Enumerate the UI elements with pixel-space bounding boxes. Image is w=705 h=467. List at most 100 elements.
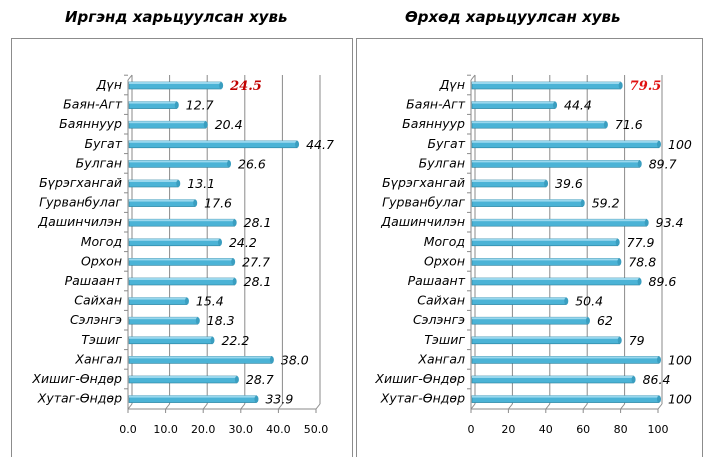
data-label: 39.6: [555, 176, 583, 191]
axis-depth: [470, 74, 476, 81]
axis-depth: [127, 74, 133, 81]
right-chart-panel: 0 20 40 60 80 100 Дүн 79.5 Баян-Агт 44.4 Баяннуур 7…: [356, 38, 703, 457]
bar-cap: [617, 258, 622, 266]
bar-highlight: [129, 258, 234, 261]
data-label: 18.3: [207, 313, 235, 328]
data-label: 24.2: [229, 235, 257, 250]
x-tick-label: 30.0: [229, 423, 254, 436]
bar-highlight: [472, 395, 659, 398]
bar-highlight: [129, 297, 187, 300]
bar-highlight: [472, 258, 620, 261]
x-tick-label: 10.0: [153, 423, 178, 436]
category-label: Хишиг-Өндөр: [374, 371, 465, 386]
x-tick-label: 40: [539, 423, 553, 436]
x-tick-label: 0.0: [119, 423, 137, 436]
bar-highlight: [472, 140, 659, 143]
category-label: Рашаант: [408, 273, 466, 288]
category-label: Дүн: [439, 77, 465, 92]
category-label: Булган: [419, 155, 465, 170]
bar-cap: [544, 180, 549, 187]
category-label: Могод: [81, 234, 122, 249]
bar-cap: [227, 160, 232, 168]
category-label: Баяннуур: [402, 116, 465, 131]
category-label: Дашинчилэн: [380, 214, 465, 229]
bar-highlight: [129, 199, 196, 202]
bar-highlight: [129, 160, 230, 163]
bar-highlight: [129, 140, 298, 143]
bar-cap: [231, 258, 236, 266]
gridline-depth: [508, 403, 513, 410]
bar-cap: [580, 199, 585, 207]
data-label: 38.0: [281, 352, 309, 367]
bar-highlight: [472, 121, 606, 124]
data-label: 100: [668, 392, 692, 407]
bar-highlight: [129, 238, 220, 241]
data-label: 28.1: [244, 215, 272, 230]
data-label: 71.6: [615, 117, 643, 132]
bar-highlight: [129, 101, 177, 104]
bar-cap: [585, 317, 590, 325]
data-label: 86.4: [643, 372, 671, 387]
gridline-depth: [278, 403, 283, 410]
left-chart-panel: 0.0 10.0 20.0 30.0 40.0 50.0 Дүн 24.5 Баян-Агт 12…: [11, 38, 353, 457]
x-tick-label: 0: [468, 423, 475, 436]
gridline-depth: [240, 403, 246, 410]
category-label: Орхон: [424, 253, 465, 268]
data-label: 50.4: [575, 294, 603, 309]
bar-cap: [210, 336, 215, 344]
bar-cap: [637, 278, 642, 285]
left-chart: 0.0 10.0 20.0 30.0 40.0 50.0 Дүн 24.5 Баян-Агт 12…: [31, 74, 334, 436]
bar-cap: [195, 317, 200, 325]
bar-highlight: [129, 82, 222, 84]
data-label: 13.1: [187, 176, 215, 191]
x-tick-label: 50.0: [304, 423, 329, 436]
bar-highlight: [472, 278, 640, 280]
category-label: Хангал: [417, 351, 465, 366]
bar-highlight: [472, 219, 647, 222]
data-label: 24.5: [229, 79, 262, 94]
bar-cap: [657, 395, 661, 403]
bar-highlight: [129, 121, 206, 124]
data-label: 79: [629, 333, 645, 348]
data-label: 12.7: [186, 98, 214, 113]
x-tick-label: 20: [501, 423, 515, 436]
bar-highlight: [129, 356, 272, 359]
gridline-depth: [657, 403, 663, 410]
x-tick-label: 100: [648, 423, 669, 436]
bar-cap: [193, 199, 198, 207]
category-label: Хутаг-Өндөр: [37, 391, 122, 406]
bar-cap: [203, 121, 208, 129]
bar-cap: [184, 297, 189, 305]
data-label: 89.6: [649, 274, 677, 289]
bar-highlight: [472, 101, 556, 104]
right-chart-title: Өрхөд харьцуулсан хувь: [405, 8, 621, 26]
data-label: 89.7: [649, 156, 677, 171]
gridline-depth: [582, 403, 588, 410]
category-label: Сэлэнгэ: [413, 312, 465, 327]
category-label: Бүрэгхангай: [39, 175, 122, 190]
bar-cap: [615, 238, 620, 246]
gridline-depth: [470, 403, 476, 410]
category-label: Гурванбулаг: [39, 195, 122, 210]
data-label: 17.6: [204, 196, 232, 211]
bar-cap: [631, 376, 636, 383]
category-label: Сэлэнгэ: [70, 312, 122, 327]
category-label: Дашинчилэн: [37, 214, 122, 229]
bar-cap: [553, 101, 558, 109]
bar-highlight: [472, 317, 588, 320]
bar-cap: [295, 140, 300, 148]
left-chart-title: Иргэнд харьцуулсан хувь: [65, 8, 288, 26]
category-label: Баяннуур: [59, 116, 122, 131]
category-label: Баян-Агт: [63, 97, 123, 112]
bar-highlight: [472, 199, 583, 202]
bar-highlight: [129, 317, 198, 320]
category-label: Могод: [424, 234, 465, 249]
bar-highlight: [472, 82, 621, 84]
bar-cap: [217, 238, 222, 246]
bar-highlight: [472, 356, 659, 359]
bar-cap: [219, 82, 224, 89]
bar-highlight: [129, 180, 179, 182]
data-label: 79.5: [630, 79, 662, 94]
bar-cap: [176, 180, 181, 187]
right-chart: 0 20 40 60 80 100 Дүн 79.5 Баян-Агт 44.4 Баяннуур 7…: [374, 74, 692, 436]
